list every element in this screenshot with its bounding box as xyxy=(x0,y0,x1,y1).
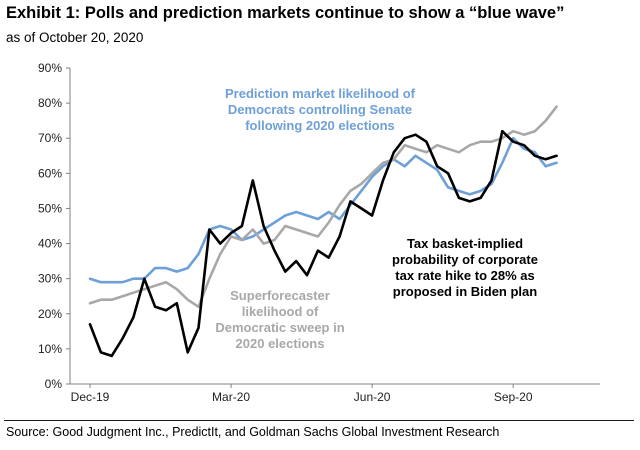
chart-axes xyxy=(66,67,600,388)
x-tick-label: Dec-19 xyxy=(71,390,110,404)
x-tick-label: Sep-20 xyxy=(494,390,533,404)
source-divider xyxy=(4,420,634,421)
series-lines xyxy=(88,105,558,358)
tax-basket-line xyxy=(88,129,558,358)
senate-market-line xyxy=(88,136,558,284)
y-tick-label: 70% xyxy=(38,131,62,145)
source-note: Source: Good Judgment Inc., PredictIt, a… xyxy=(6,425,500,439)
y-tick-label: 60% xyxy=(38,166,62,180)
superforecaster-line xyxy=(88,105,558,309)
chart-title: Exhibit 1: Polls and prediction markets … xyxy=(6,4,565,22)
x-tick-label: Mar-20 xyxy=(212,390,250,404)
y-tick-label: 80% xyxy=(38,96,62,110)
y-axis-tick-labels: 0% 10% 20% 30% 40% 50% 60% 70% 80% 90% xyxy=(38,61,62,391)
senate-market-annotation: Prediction market likelihood of Democrats… xyxy=(225,86,416,133)
y-tick-label: 40% xyxy=(38,237,62,251)
x-axis-tick-labels: Dec-19 Mar-20 Jun-20 Sep-20 xyxy=(71,390,533,404)
y-tick-label: 10% xyxy=(38,342,62,356)
y-tick-label: 0% xyxy=(45,377,63,391)
y-tick-label: 30% xyxy=(38,272,62,286)
chart-subtitle: as of October 20, 2020 xyxy=(6,30,144,45)
x-tick-label: Jun-20 xyxy=(354,390,391,404)
y-tick-label: 20% xyxy=(38,307,62,321)
superforecaster-annotation: Superforecaster likelihood of Democratic s… xyxy=(215,288,344,351)
y-tick-label: 90% xyxy=(38,61,62,75)
tax-basket-annotation: Tax basket-implied probability of corpora… xyxy=(392,236,538,299)
series-annotations: Prediction market likelihood of Democrats… xyxy=(215,86,538,351)
y-tick-label: 50% xyxy=(38,201,62,215)
